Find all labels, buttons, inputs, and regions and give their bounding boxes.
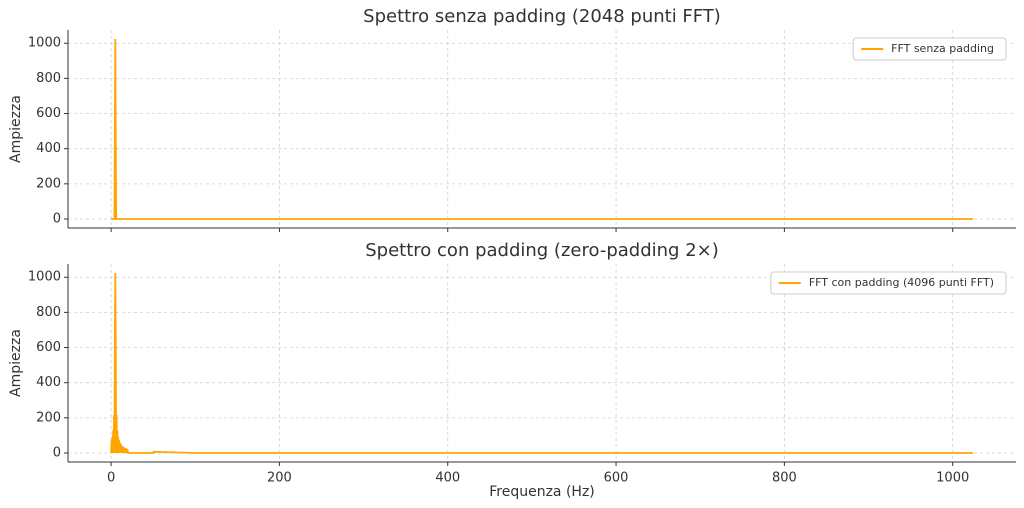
legend-box bbox=[770, 271, 1007, 295]
y-axis-label: Ampiezza bbox=[8, 95, 24, 163]
y-tick-label: 200 bbox=[36, 410, 61, 425]
series-line bbox=[110, 272, 973, 454]
chart-title: Spettro senza padding (2048 punti FFT) bbox=[363, 6, 721, 27]
x-tick-label: 1000 bbox=[936, 471, 969, 486]
y-tick-label: 400 bbox=[36, 375, 61, 390]
y-tick-label: 800 bbox=[36, 71, 61, 86]
y-tick-label: 800 bbox=[36, 305, 61, 320]
y-tick-label: 400 bbox=[36, 141, 61, 156]
y-tick-label: 0 bbox=[53, 212, 61, 227]
x-tick-label: 600 bbox=[604, 471, 629, 486]
y-tick-label: 600 bbox=[36, 106, 61, 121]
legend-box bbox=[852, 37, 1007, 61]
series-line bbox=[111, 38, 973, 220]
y-tick-label: 600 bbox=[36, 340, 61, 355]
x-tick-label: 0 bbox=[107, 471, 115, 486]
y-tick-label: 1000 bbox=[28, 36, 61, 51]
x-axis-label: Frequenza (Hz) bbox=[489, 484, 595, 500]
y-tick-label: 0 bbox=[53, 446, 61, 461]
y-axis-label: Ampiezza bbox=[8, 329, 24, 397]
legend-label: FFT senza padding bbox=[891, 42, 994, 55]
chart-title: Spettro con padding (zero-padding 2×) bbox=[365, 240, 719, 261]
x-tick-label: 800 bbox=[772, 471, 797, 486]
legend-label: FFT con padding (4096 punti FFT) bbox=[809, 276, 994, 289]
y-tick-label: 200 bbox=[36, 176, 61, 191]
y-tick-label: 1000 bbox=[28, 270, 61, 285]
x-tick-label: 200 bbox=[267, 471, 292, 486]
x-tick-label: 400 bbox=[435, 471, 460, 486]
